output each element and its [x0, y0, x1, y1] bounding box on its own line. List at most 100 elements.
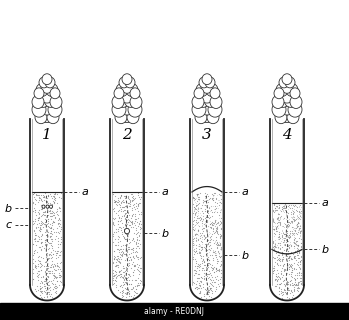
Point [33, 209, 38, 214]
Point [284, 232, 289, 237]
Point [133, 286, 139, 292]
Point [272, 220, 277, 225]
Point [199, 238, 204, 243]
Point [203, 219, 209, 224]
Point [127, 254, 133, 260]
Point [209, 253, 215, 258]
Point [58, 236, 64, 242]
Point [110, 192, 116, 197]
Point [203, 234, 208, 239]
Point [277, 257, 282, 262]
Point [200, 201, 206, 206]
Point [203, 268, 208, 273]
Point [115, 213, 121, 218]
Point [281, 290, 286, 295]
Point [291, 267, 297, 272]
Point [193, 230, 199, 236]
Point [215, 205, 221, 210]
Point [289, 289, 294, 294]
Point [196, 247, 201, 252]
Point [217, 242, 223, 247]
Point [30, 267, 35, 272]
Point [291, 276, 296, 281]
Point [49, 193, 54, 198]
Point [275, 220, 281, 225]
Point [294, 282, 299, 287]
Point [210, 249, 216, 254]
Point [128, 222, 133, 227]
Point [277, 221, 283, 226]
Point [119, 252, 125, 257]
Point [211, 270, 216, 275]
Point [210, 226, 216, 231]
Point [290, 212, 296, 217]
Point [291, 255, 297, 260]
Circle shape [130, 95, 142, 108]
Point [118, 282, 124, 287]
Point [280, 230, 286, 235]
Point [123, 222, 128, 227]
Point [203, 244, 209, 250]
Point [199, 219, 205, 224]
Point [296, 255, 301, 260]
Point [273, 243, 278, 248]
Point [274, 274, 280, 279]
Point [219, 232, 224, 237]
Point [289, 216, 295, 221]
Point [118, 200, 123, 205]
Point [45, 205, 51, 210]
Point [283, 236, 289, 242]
Point [286, 233, 292, 238]
Point [43, 232, 49, 237]
Point [291, 287, 297, 292]
Point [281, 216, 287, 221]
Point [126, 246, 132, 251]
Point [198, 283, 203, 288]
Point [32, 262, 38, 268]
Point [194, 203, 199, 208]
Point [195, 194, 201, 199]
Point [191, 205, 196, 210]
Point [195, 216, 200, 221]
Point [123, 220, 128, 225]
Point [47, 201, 53, 206]
Point [213, 268, 219, 274]
Point [45, 274, 50, 279]
Point [135, 268, 140, 273]
Point [195, 207, 201, 212]
Point [111, 255, 117, 260]
Point [291, 281, 297, 286]
Point [279, 231, 284, 236]
Point [191, 224, 196, 229]
Point [119, 290, 124, 295]
Point [272, 205, 277, 210]
Circle shape [40, 108, 54, 123]
Point [135, 256, 141, 261]
Point [270, 216, 276, 221]
Point [112, 215, 118, 220]
Point [117, 256, 122, 261]
Point [201, 270, 207, 276]
Point [128, 282, 134, 287]
Point [46, 216, 51, 221]
Point [50, 287, 56, 292]
Point [195, 206, 201, 212]
Point [215, 274, 220, 279]
Point [276, 291, 282, 296]
Point [45, 193, 51, 198]
Point [282, 242, 287, 247]
Point [210, 288, 215, 293]
Point [192, 196, 197, 202]
Point [209, 268, 215, 273]
Point [119, 205, 125, 210]
Point [208, 285, 214, 291]
Point [290, 269, 295, 274]
Point [42, 209, 47, 214]
Point [274, 208, 279, 213]
Point [120, 209, 125, 214]
Point [35, 233, 41, 238]
Point [218, 262, 224, 267]
Point [205, 208, 210, 213]
Point [37, 228, 43, 233]
Point [297, 216, 303, 221]
